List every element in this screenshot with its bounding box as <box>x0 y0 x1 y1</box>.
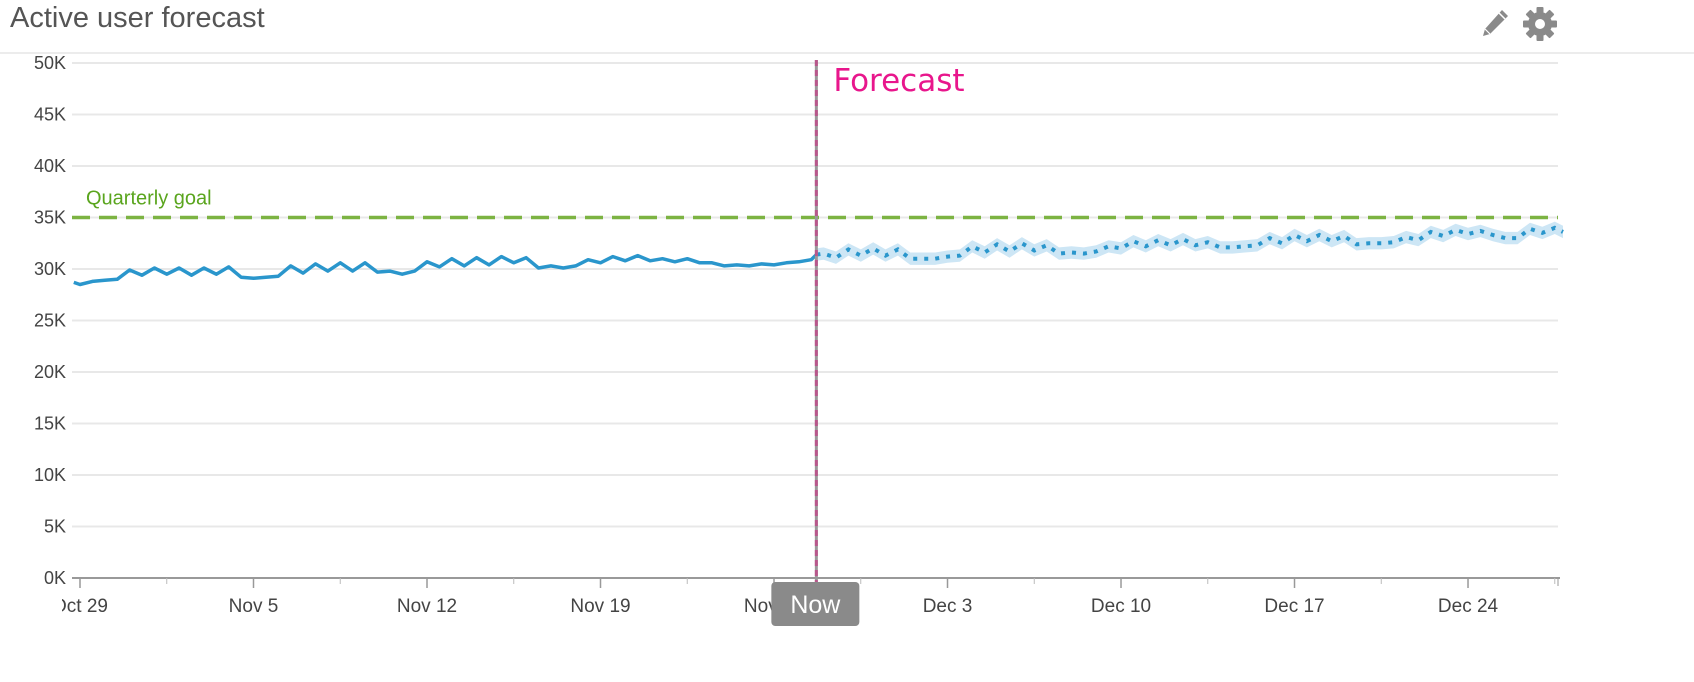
gear-icon[interactable] <box>1522 6 1558 46</box>
forecast-label: Forecast <box>833 63 964 99</box>
widget-title: Active user forecast <box>10 2 265 34</box>
y-tick-label: 40K <box>34 156 66 176</box>
x-tick-label: Nov 5 <box>229 596 279 617</box>
x-tick-label: Dec 3 <box>923 596 973 617</box>
y-tick-label: 50K <box>34 53 66 73</box>
x-tick-label: Dec 24 <box>1438 596 1499 617</box>
x-tick-label: Oct 29 <box>52 596 108 617</box>
x-tick-label: Dec 17 <box>1264 596 1324 617</box>
forecast-confidence-band <box>816 221 1563 265</box>
x-tick-label: Nov 19 <box>570 596 630 617</box>
y-tick-label: 35K <box>34 208 66 228</box>
x-tick-label: Dec 10 <box>1091 596 1151 617</box>
y-tick-label: 15K <box>34 414 66 434</box>
y-tick-label: 30K <box>34 259 66 279</box>
forecast-line <box>816 225 1564 261</box>
y-tick-label: 20K <box>34 362 66 382</box>
history-line <box>73 253 818 287</box>
y-tick-label: 5K <box>44 517 66 537</box>
y-tick-label: 10K <box>34 465 66 485</box>
y-tick-label: 0K <box>44 568 66 588</box>
x-tick-label: Nov 12 <box>397 596 457 617</box>
goal-label: Quarterly goal <box>86 188 212 210</box>
now-badge <box>771 582 860 626</box>
now-badge-label: Now <box>790 591 841 619</box>
y-tick-label: 25K <box>34 311 66 331</box>
header-divider <box>0 52 1694 54</box>
pencil-icon[interactable] <box>1478 6 1512 44</box>
y-tick-label: 45K <box>34 105 66 125</box>
